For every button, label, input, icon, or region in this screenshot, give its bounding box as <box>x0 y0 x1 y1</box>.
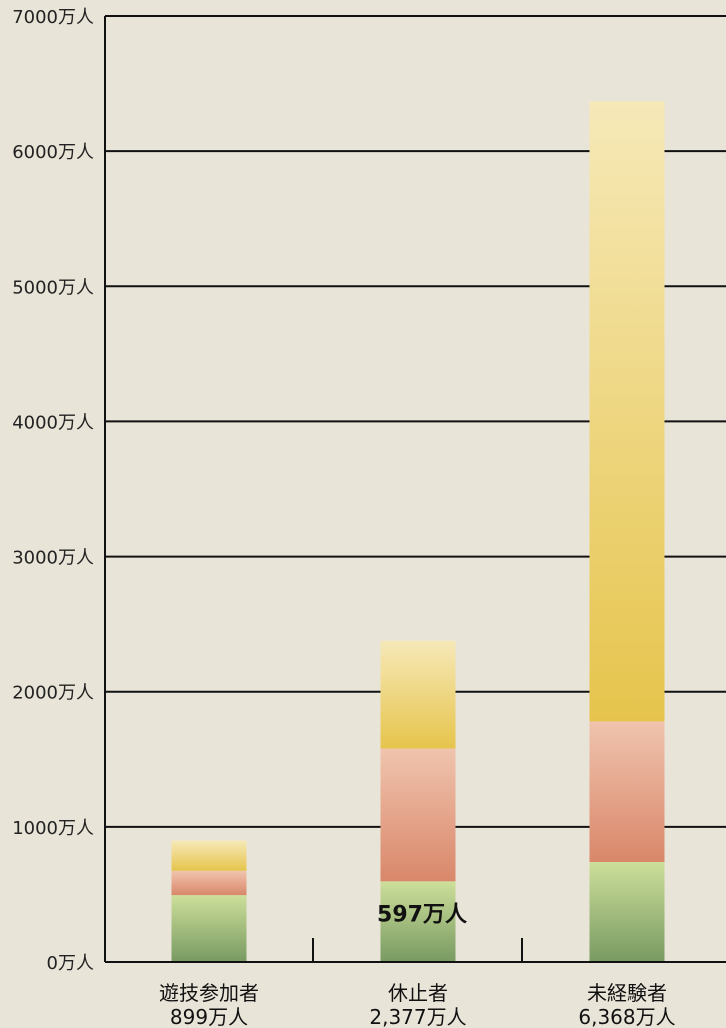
bar-segment <box>171 895 247 962</box>
bar-segment <box>589 721 665 862</box>
y-tick-label: 1000万人 <box>12 818 94 839</box>
category-label: 未経験者 <box>587 981 667 1005</box>
bar-segment <box>380 881 456 962</box>
y-tick-label: 2000万人 <box>12 683 94 704</box>
category-total-label: 899万人 <box>170 1005 248 1028</box>
y-tick-label: 7000万人 <box>12 7 94 28</box>
y-tick-label: 5000万人 <box>12 277 94 298</box>
y-tick-label: 3000万人 <box>12 548 94 569</box>
bar-segment <box>380 748 456 882</box>
bar-segment <box>589 861 665 962</box>
bar-segment <box>380 640 456 749</box>
category-label: 遊技参加者 <box>159 981 259 1005</box>
category-total-label: 2,377万人 <box>369 1005 466 1028</box>
category-label: 休止者 <box>388 981 448 1005</box>
bar-segment <box>589 101 665 722</box>
bar-segment <box>171 840 247 871</box>
y-tick-label: 6000万人 <box>12 142 94 163</box>
bar-segment <box>171 870 247 896</box>
category-total-label: 6,368万人 <box>578 1005 675 1028</box>
y-tick-label: 4000万人 <box>12 412 94 433</box>
value-annotation: 597万人 <box>377 903 467 928</box>
y-tick-label: 0万人 <box>47 953 94 974</box>
